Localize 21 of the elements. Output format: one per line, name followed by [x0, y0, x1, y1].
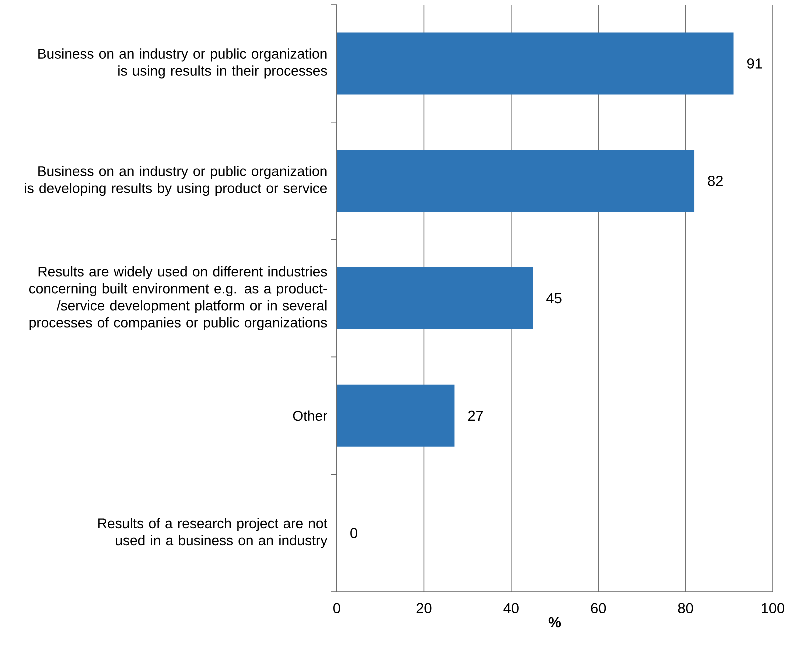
data-label: 0: [350, 528, 358, 538]
x-axis-title: %: [548, 617, 562, 628]
bar: [337, 384, 455, 447]
data-label: 27: [468, 410, 484, 421]
x-tick-label: 40: [504, 603, 519, 614]
bar: [337, 32, 734, 95]
data-label: 82: [708, 176, 723, 186]
bar: [337, 268, 534, 330]
bar: [337, 150, 695, 212]
x-tick-label: 80: [678, 603, 694, 614]
y-tick-label: Results of a research project are not used in a business on an industry: [98, 518, 328, 548]
x-tick-label: 0: [334, 603, 340, 614]
x-tick-label: 60: [591, 603, 606, 614]
x-tick-label: 20: [416, 603, 432, 614]
data-label: 45: [546, 293, 562, 304]
x-tick-label: 100: [762, 603, 785, 614]
y-tick-label: Business on an industry or public organization is developing results by using product or service: [25, 166, 328, 196]
y-tick-label: Other: [293, 410, 328, 422]
y-tick-label: Business on an industry or public organization is using results in their processes: [38, 48, 328, 79]
y-tick-label: Results are widely used on different industries concerning built environment e.g. as a product-/service development platform or in several processes of companies or public organizations: [29, 266, 328, 331]
data-label: 91: [747, 58, 762, 69]
